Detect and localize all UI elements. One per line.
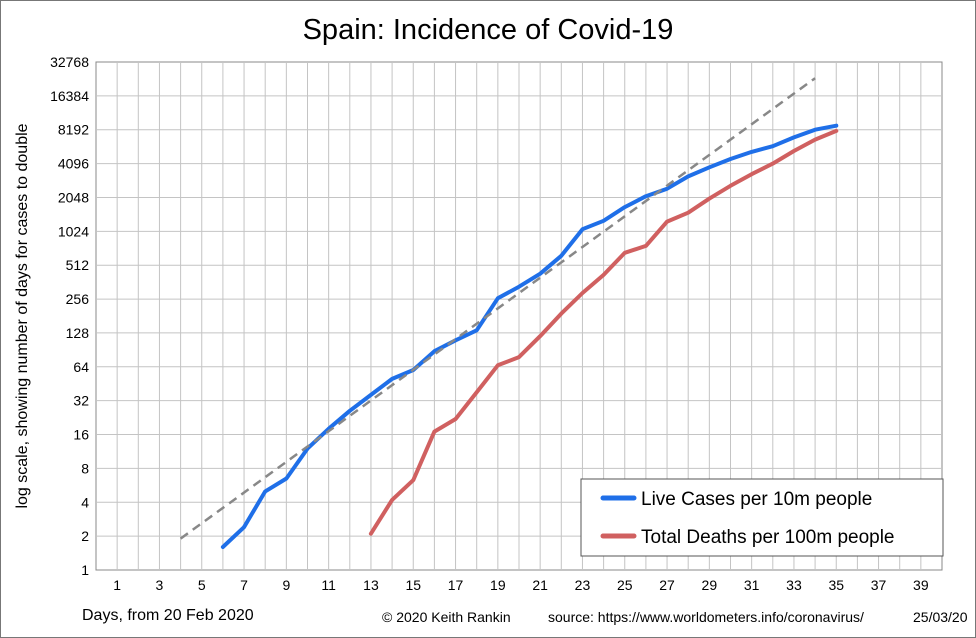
- x-tick-label: 3: [156, 577, 164, 593]
- x-tick-label: 27: [659, 577, 675, 593]
- x-tick-label: 37: [871, 577, 887, 593]
- x-tick-label: 1: [113, 577, 121, 593]
- date-text: 25/03/20: [913, 609, 968, 625]
- copyright-text: © 2020 Keith Rankin: [382, 609, 511, 625]
- y-tick-label: 8192: [58, 122, 89, 138]
- x-tick-label: 11: [321, 577, 336, 593]
- legend: Live Cases per 10m people Total Deaths p…: [580, 478, 944, 557]
- y-tick-label: 128: [66, 325, 90, 341]
- y-tick-labels: 1 2 4 8 16 32 64 128 256 512 1024 2048 4096 8192 16384…: [50, 54, 89, 578]
- x-tick-label: 15: [405, 577, 421, 593]
- x-tick-label: 25: [617, 577, 633, 593]
- series-group: [179, 77, 839, 549]
- doubling-trend-line: [179, 77, 816, 540]
- x-tick-labels: 1 3 5 7 9 11 13 15 17 19 21 23 25 27 29 31 33 35 37 39: [113, 577, 929, 593]
- x-tick-label: 39: [913, 577, 929, 593]
- legend-label-live-cases: Live Cases per 10m people: [641, 489, 872, 510]
- y-tick-label: 2048: [58, 189, 89, 205]
- y-tick-label: 32: [73, 393, 89, 409]
- x-tick-label: 21: [532, 577, 548, 593]
- x-tick-label: 23: [575, 577, 591, 593]
- x-tick-label: 7: [240, 577, 248, 593]
- y-axis-label: log scale, showing number of days for ca…: [14, 123, 31, 508]
- y-tick-label: 2: [81, 528, 89, 544]
- legend-label-total-deaths: Total Deaths per 100m people: [641, 527, 895, 548]
- y-tick-label: 4: [81, 494, 89, 510]
- y-tick-label: 8: [81, 460, 89, 476]
- x-tick-label: 33: [786, 577, 802, 593]
- x-tick-label: 5: [198, 577, 206, 593]
- series-line-total-deaths: [368, 128, 839, 536]
- x-axis-label: Days, from 20 Feb 2020: [82, 607, 254, 624]
- legend-box: [580, 478, 944, 557]
- x-tick-label: 31: [744, 577, 760, 593]
- y-tick-label: 32768: [50, 54, 89, 70]
- x-tick-label: 19: [490, 577, 506, 593]
- y-tick-label: 16: [73, 427, 89, 443]
- y-tick-label: 64: [73, 359, 89, 375]
- x-tick-label: 17: [448, 577, 464, 593]
- y-tick-label: 4096: [58, 156, 89, 172]
- x-tick-label: 29: [702, 577, 718, 593]
- series-line-live-cases: [220, 123, 839, 549]
- x-tick-label: 35: [828, 577, 844, 593]
- x-tick-label: 13: [363, 577, 379, 593]
- source-text: source: https://www.worldometers.info/co…: [548, 609, 864, 625]
- y-tick-label: 256: [66, 291, 90, 307]
- y-tick-label: 1024: [58, 223, 89, 239]
- chart-title: Spain: Incidence of Covid-19: [303, 14, 674, 46]
- y-tick-label: 512: [66, 257, 90, 273]
- x-tick-label: 9: [282, 577, 290, 593]
- y-tick-label: 1: [81, 562, 89, 578]
- y-tick-label: 16384: [50, 88, 89, 104]
